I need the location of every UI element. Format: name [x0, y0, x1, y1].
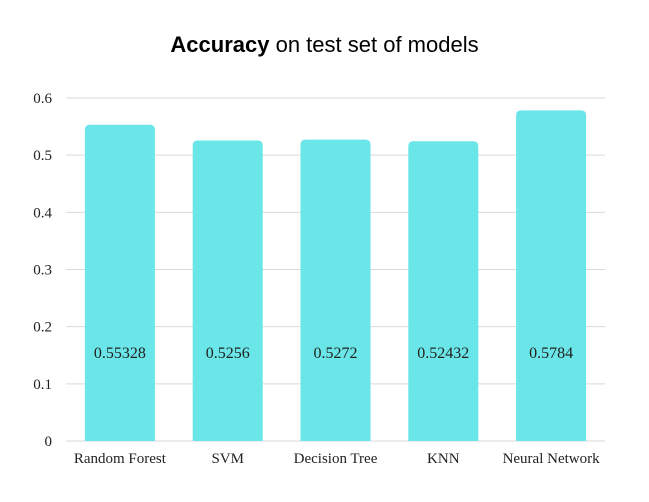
bar [300, 139, 371, 441]
bars: 0.55328 0.5256 0.5272 0.52432 0.5784 [84, 110, 587, 442]
y-tick-label: 0.2 [33, 320, 52, 336]
y-tick-label: 0.3 [33, 263, 52, 279]
y-tick-label: 0 [45, 434, 53, 450]
bar-value-label: 0.52432 [417, 345, 469, 362]
chart-title-rest: on test set of models [269, 32, 479, 57]
bar-value-label: 0.5784 [529, 345, 573, 362]
chart-title-bold: Accuracy [170, 32, 270, 57]
bar-value-label: 0.5256 [206, 345, 250, 362]
y-tick-label: 0.5 [33, 148, 52, 164]
y-tick-label: 0.4 [33, 205, 52, 221]
bar-value-label: 0.5272 [314, 345, 358, 362]
x-category-label: KNN [427, 451, 460, 467]
bar [408, 141, 479, 441]
y-tick-label: 0.6 [33, 91, 52, 107]
chart-title: Accuracy on test set of models [0, 32, 649, 58]
bar-value-label: 0.55328 [94, 345, 146, 362]
x-axis-labels: Random Forest SVM Decision Tree KNN Neural N… [74, 451, 600, 467]
x-category-label: SVM [211, 451, 244, 467]
y-tick-label: 0.1 [33, 377, 52, 393]
bar [516, 110, 587, 442]
x-category-label: Random Forest [74, 451, 167, 467]
x-category-label: Neural Network [503, 451, 601, 467]
bar [84, 124, 155, 442]
bar [192, 140, 263, 442]
y-axis-ticks: 0 0.1 0.2 0.3 0.4 0.5 0.6 [33, 91, 52, 450]
x-category-label: Decision Tree [294, 451, 378, 467]
